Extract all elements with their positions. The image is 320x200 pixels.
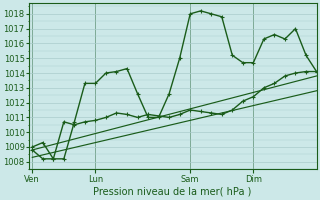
X-axis label: Pression niveau de la mer( hPa ): Pression niveau de la mer( hPa ) — [93, 187, 252, 197]
